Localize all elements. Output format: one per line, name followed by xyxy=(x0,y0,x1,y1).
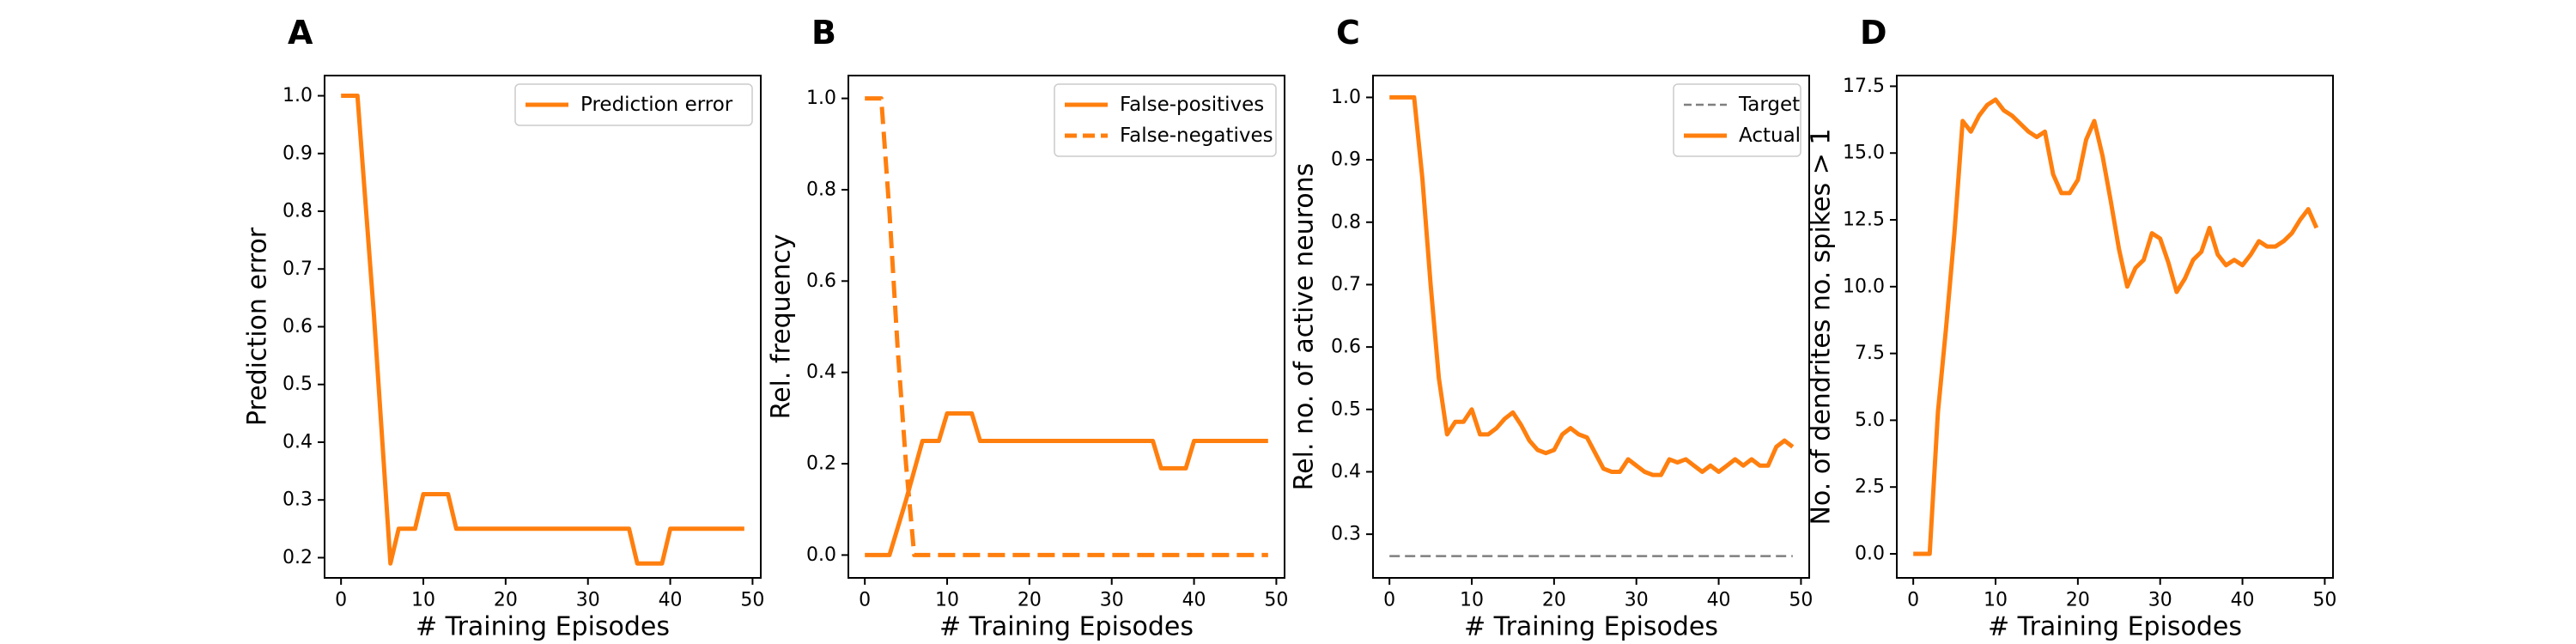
y-tick-label: 10.0 xyxy=(1843,276,1885,297)
y-tick-label: 17.5 xyxy=(1843,76,1885,97)
x-tick-label: 50 xyxy=(2312,590,2336,611)
panel-letter: A xyxy=(288,14,313,52)
x-tick-label: 10 xyxy=(1460,590,1484,611)
y-tick-label: 0.5 xyxy=(1331,398,1361,420)
y-tick-label: 15.0 xyxy=(1843,143,1885,164)
y-tick-label: 12.5 xyxy=(1843,210,1885,231)
plot-frame xyxy=(848,75,1285,579)
legend: Target Actual xyxy=(1673,83,1801,157)
x-tick-label: 30 xyxy=(1625,590,1649,611)
legend-label: Actual xyxy=(1739,125,1801,147)
y-tick-label: 0.9 xyxy=(1331,149,1361,171)
y-tick-label: 0.0 xyxy=(806,544,836,566)
y-tick-label: 0.0 xyxy=(1855,543,1885,564)
legend-label: Target xyxy=(1738,94,1800,116)
y-tick-label: 0.6 xyxy=(283,316,313,337)
y-tick-label: 0.8 xyxy=(806,179,836,200)
y-axis-label: Rel. frequency xyxy=(767,234,797,420)
series-line-actual xyxy=(1389,94,1795,477)
panel-b: B 0 10 20 30 40 50 0.0 0.2 0.4 0.6 0.8 1.0 # Training… xyxy=(767,14,1289,642)
plot-frame xyxy=(324,75,762,579)
series-line-prediction-error xyxy=(341,94,744,566)
x-axis-label: # Training Episodes xyxy=(1464,612,1718,642)
y-tick-label: 0.4 xyxy=(806,361,836,383)
panel-c: C 0 10 20 30 40 50 0.3 0.4 0.5 0.6 0.7 0.8 0.9 1.0 # Tr… xyxy=(1290,14,1814,642)
y-tick-label: 1.0 xyxy=(1331,87,1361,108)
series-line-false-negatives xyxy=(865,96,1268,557)
legend-box xyxy=(1673,83,1801,157)
x-tick-label: 20 xyxy=(1018,590,1042,611)
x-tick-label: 0 xyxy=(859,590,871,611)
x-tick-label: 50 xyxy=(1264,590,1288,611)
y-axis-label: No. of dendrites no. spikes > 1 xyxy=(1807,128,1837,525)
plot-frame xyxy=(1372,75,1810,579)
y-tick-label: 7.5 xyxy=(1855,343,1885,364)
legend-box xyxy=(514,83,753,126)
y-tick-label: 0.5 xyxy=(283,374,313,395)
x-tick-label: 20 xyxy=(494,590,518,611)
x-axis-label: # Training Episodes xyxy=(939,612,1194,642)
x-tick-label: 50 xyxy=(740,590,764,611)
x-tick-label: 20 xyxy=(1542,590,1566,611)
x-tick-label: 40 xyxy=(659,590,683,611)
x-tick-label: 0 xyxy=(1383,590,1395,611)
x-axis-label: # Training Episodes xyxy=(1988,612,2242,642)
y-tick-label: 2.5 xyxy=(1855,477,1885,498)
panel-letter: C xyxy=(1336,14,1360,52)
legend: Prediction error xyxy=(514,83,753,126)
panel-letter: D xyxy=(1860,14,1887,52)
x-tick-label: 40 xyxy=(1707,590,1731,611)
y-axis-label: Rel. no. of active neurons xyxy=(1290,163,1320,491)
panel-letter: B xyxy=(811,14,836,52)
legend-label: False-negatives xyxy=(1120,125,1273,147)
y-axis-label: Prediction error xyxy=(243,227,273,426)
y-tick-label: 0.6 xyxy=(1331,337,1361,358)
y-tick-label: 0.8 xyxy=(1331,211,1361,233)
panel-d: D 0 10 20 30 40 50 0.0 2.5 5.0 7.5 10.0 12.5 15.0 17.5… xyxy=(1807,14,2337,642)
plot-frame xyxy=(1896,75,2334,579)
x-tick-label: 40 xyxy=(2231,590,2255,611)
x-tick-label: 10 xyxy=(411,590,435,611)
y-tick-label: 0.7 xyxy=(283,258,313,280)
series-line-data xyxy=(1913,97,2319,556)
y-tick-label: 0.6 xyxy=(806,270,836,292)
x-tick-label: 30 xyxy=(576,590,600,611)
x-tick-label: 40 xyxy=(1182,590,1206,611)
x-tick-label: 0 xyxy=(335,590,347,611)
y-tick-label: 0.7 xyxy=(1331,274,1361,295)
y-tick-label: 0.3 xyxy=(1331,524,1361,545)
legend-label: Prediction error xyxy=(580,94,733,116)
y-tick-label: 0.4 xyxy=(283,431,313,453)
x-tick-label: 10 xyxy=(935,590,959,611)
x-tick-label: 50 xyxy=(1789,590,1813,611)
y-tick-label: 1.0 xyxy=(806,88,836,109)
legend-label: False-positives xyxy=(1120,94,1264,116)
legend: False-positives False-negatives xyxy=(1054,83,1277,157)
x-tick-label: 30 xyxy=(1100,590,1124,611)
x-tick-label: 10 xyxy=(1984,590,2008,611)
panel-a: A 0 10 20 30 40 50 0.2 0.3 0.4 0.5 0.6 0.7 0.8 0.9 1.0 #… xyxy=(243,14,765,642)
x-tick-label: 20 xyxy=(2066,590,2090,611)
y-tick-label: 0.4 xyxy=(1331,461,1361,483)
y-tick-label: 0.2 xyxy=(806,453,836,475)
y-tick-label: 1.0 xyxy=(283,85,313,106)
series-line-false-positives xyxy=(865,411,1268,557)
y-tick-label: 0.2 xyxy=(283,547,313,568)
y-tick-label: 0.8 xyxy=(283,201,313,222)
y-tick-label: 0.9 xyxy=(283,143,313,164)
legend-box xyxy=(1054,83,1277,157)
y-tick-label: 0.3 xyxy=(283,489,313,511)
x-axis-label: # Training Episodes xyxy=(416,612,670,642)
y-tick-label: 5.0 xyxy=(1855,410,1885,431)
x-tick-label: 0 xyxy=(1907,590,1919,611)
x-tick-label: 30 xyxy=(2148,590,2172,611)
